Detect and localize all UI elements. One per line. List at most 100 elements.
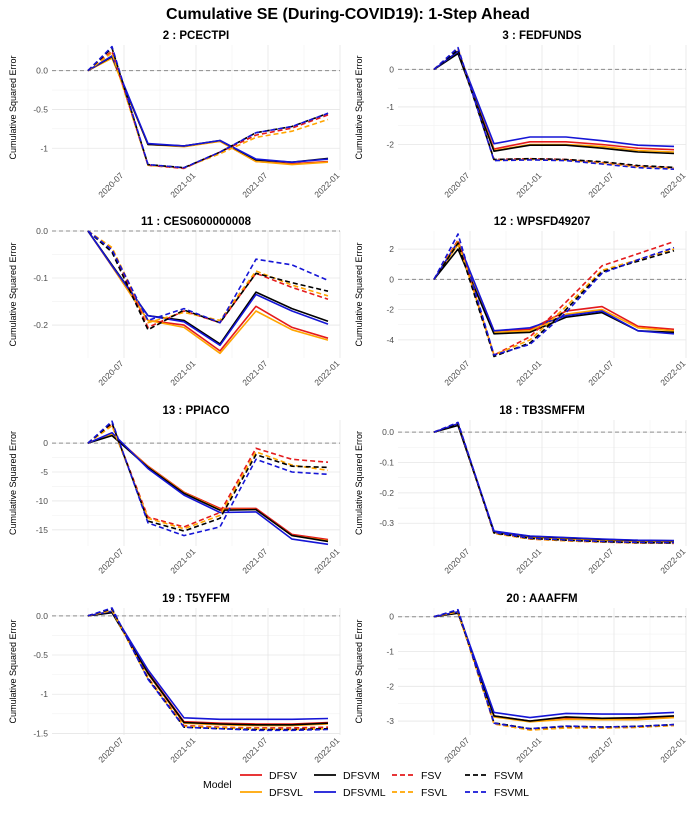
x-tick-label: 2020-07: [442, 170, 471, 199]
legend: Model DFSV DFSVL DFSVM DFSVML FSV FSVL FSVM FSV…: [203, 770, 529, 799]
panel-6: 18 : TB3SMFFM 0.0 -0.1 -0.2 -0.3 2020-07 2021-…: [354, 405, 688, 575]
y-tick-label: -2: [386, 139, 394, 149]
series-line-fsvm: [87, 47, 329, 169]
x-tick-label: 2021-07: [586, 170, 615, 199]
series-line-dfsvml: [87, 230, 329, 347]
y-tick-label: 0: [43, 438, 48, 448]
panel-4: 12 : WPSFD49207 2 0 -2 -4 2020-07 2021-01 2021-…: [354, 216, 688, 387]
legend-item-fsvl: FSVL: [392, 787, 447, 799]
y-tick-label: -1: [386, 102, 394, 112]
y-tick-label: -1.5: [33, 728, 48, 738]
y-tick-label: 2: [389, 244, 394, 254]
legend-item-dfsv: DFSV: [240, 770, 297, 782]
x-tick-label: 2021-07: [586, 358, 615, 387]
y-tick-label: -0.1: [33, 273, 48, 283]
x-tick-label: 2021-07: [240, 358, 269, 387]
y-tick-label: 0.0: [36, 66, 48, 76]
y-tick-label: -1: [40, 689, 48, 699]
x-tick-label: 2021-01: [168, 170, 197, 199]
legend-item-dfsvm: DFSVM: [314, 770, 380, 782]
figure-title: Cumulative SE (During-COVID19): 1-Step A…: [166, 6, 530, 23]
y-tick-label: 0.0: [382, 427, 394, 437]
legend-item-fsvml: FSVML: [465, 787, 529, 799]
y-tick-label: -0.3: [379, 518, 394, 528]
y-tick-label: 0: [389, 274, 394, 284]
x-tick-label: 2021-01: [168, 546, 197, 575]
y-axis-label: Cumulative Squared Error: [8, 55, 18, 159]
y-tick-label: 0.0: [36, 226, 48, 236]
panel-title: 20 : AAAFFM: [506, 593, 577, 605]
panel-title: 12 : WPSFD49207: [494, 216, 591, 228]
y-tick-label: -0.1: [379, 458, 394, 468]
panel-8: 20 : AAAFFM 0 -1 -2 -3 2020-07 2021-01 2021-07 2…: [354, 593, 688, 764]
x-tick-label: 2022-01: [312, 358, 341, 387]
series-line-fsv: [87, 423, 329, 528]
x-tick-label: 2021-01: [514, 170, 543, 199]
legend-item-fsvm: FSVM: [465, 770, 523, 782]
y-axis-label: Cumulative Squared Error: [8, 242, 18, 346]
x-tick-label: 2022-01: [658, 170, 687, 199]
panel-1: 2 : PCECTPI 0.0 -0.5 -1 2020-07 2021-01 2021-0…: [8, 30, 342, 199]
x-tick-label: 2022-01: [658, 546, 687, 575]
panel-title: 18 : TB3SMFFM: [499, 405, 585, 417]
x-tick-label: 2021-07: [240, 735, 269, 764]
x-tick-label: 2020-07: [96, 546, 125, 575]
panel-title: 3 : FEDFUNDS: [502, 30, 582, 42]
x-tick-label: 2022-01: [312, 546, 341, 575]
x-tick-label: 2022-01: [312, 170, 341, 199]
y-tick-label: -10: [36, 496, 49, 506]
y-axis-label: Cumulative Squared Error: [354, 619, 364, 723]
legend-title: Model: [203, 779, 232, 791]
x-tick-label: 2021-07: [240, 546, 269, 575]
y-tick-label: -0.2: [33, 320, 48, 330]
x-tick-label: 2020-07: [96, 735, 125, 764]
x-tick-label: 2022-01: [658, 735, 687, 764]
y-axis-label: Cumulative Squared Error: [354, 242, 364, 346]
series-line-fsvml: [87, 230, 329, 324]
y-tick-label: -1: [386, 646, 394, 656]
x-tick-label: 2020-07: [442, 735, 471, 764]
panel-title: 2 : PCECTPI: [163, 30, 229, 42]
y-axis-label: Cumulative Squared Error: [8, 431, 18, 535]
y-tick-label: -15: [36, 525, 49, 535]
y-tick-label: 0.0: [36, 611, 48, 621]
x-tick-label: 2021-01: [168, 358, 197, 387]
y-tick-label: -5: [40, 467, 48, 477]
legend-label: FSVM: [494, 770, 523, 782]
series-line-fsvml: [87, 607, 329, 732]
y-tick-label: -2: [386, 681, 394, 691]
legend-item-dfsvl: DFSVL: [240, 787, 303, 799]
x-tick-label: 2020-07: [442, 358, 471, 387]
legend-label: DFSV: [269, 770, 297, 782]
x-tick-label: 2021-01: [168, 735, 197, 764]
y-axis-label: Cumulative Squared Error: [354, 55, 364, 159]
legend-label: FSV: [421, 770, 441, 782]
panels: 2 : PCECTPI 0.0 -0.5 -1 2020-07 2021-01 2021-0…: [8, 30, 688, 764]
series-line-fsvm: [87, 230, 329, 331]
series-line-fsvml: [433, 421, 675, 544]
panel-title: 13 : PPIACO: [162, 405, 229, 417]
legend-item-dfsvml: DFSVML: [314, 787, 386, 799]
legend-label: FSVL: [421, 787, 447, 799]
legend-label: DFSVL: [269, 787, 303, 799]
series-line-fsv: [433, 239, 675, 356]
x-tick-label: 2022-01: [312, 735, 341, 764]
y-tick-label: -4: [386, 335, 394, 345]
x-tick-label: 2022-01: [658, 358, 687, 387]
panel-7: 19 : T5YFFM 0.0 -0.5 -1 -1.5 2020-07 2021-01 20…: [8, 593, 342, 764]
panel-2: 3 : FEDFUNDS 0 -1 -2 2020-07 2021-01 2021-07 20…: [354, 30, 688, 199]
series-line-dfsvm: [87, 611, 329, 726]
series-line-fsvl: [433, 240, 675, 356]
x-tick-label: 2021-07: [586, 546, 615, 575]
x-tick-label: 2021-01: [514, 358, 543, 387]
x-tick-label: 2020-07: [96, 358, 125, 387]
series-line-fsvml: [433, 233, 675, 356]
x-tick-label: 2021-01: [514, 735, 543, 764]
y-tick-label: -0.5: [33, 104, 48, 114]
y-tick-label: 0: [389, 612, 394, 622]
legend-item-fsv: FSV: [392, 770, 441, 782]
x-tick-label: 2021-07: [240, 170, 269, 199]
y-axis-label: Cumulative Squared Error: [354, 431, 364, 535]
series-line-fsvml: [433, 46, 675, 170]
